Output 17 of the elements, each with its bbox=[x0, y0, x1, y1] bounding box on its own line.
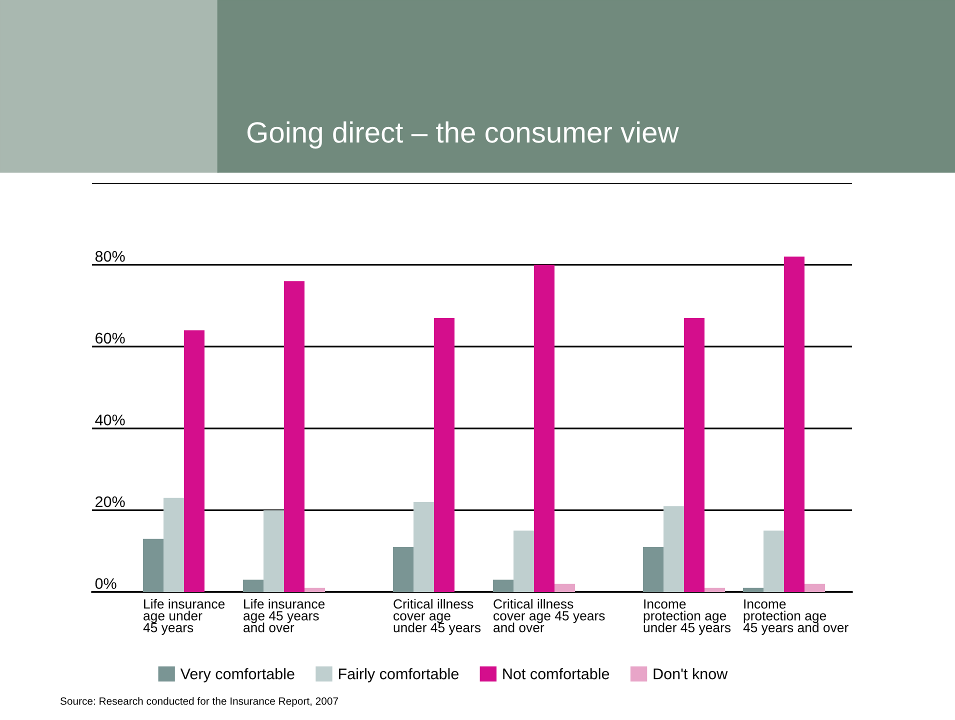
x-tick-label: Income protection age 45 years and over bbox=[743, 599, 848, 635]
x-tick-label: Critical illness cover age 45 years and over bbox=[494, 598, 605, 632]
legend-label: Not comfortable bbox=[503, 668, 610, 680]
y-tick-label: 0% bbox=[95, 578, 116, 589]
y-tick-label: 20% bbox=[96, 496, 125, 508]
legend-label: Very comfortable bbox=[180, 668, 294, 682]
x-tick-label: Income protection age under 45 years bbox=[644, 599, 731, 635]
legend-label: Fairly comfortable bbox=[339, 668, 458, 682]
y-tick-label: 80% bbox=[95, 250, 125, 262]
source-note: Source: Research conducted for the Insurance Report, 2007 bbox=[60, 697, 338, 707]
x-tick-label: Life insurance age 45 years and over bbox=[244, 598, 325, 632]
y-tick-label: 40% bbox=[95, 414, 125, 426]
x-tick-label: Life insurance age under 45 years bbox=[143, 598, 225, 635]
legend-label: Don't know bbox=[654, 668, 728, 680]
x-tick-label: Critical illness cover age under 45 years bbox=[394, 598, 481, 635]
chart-title: Going direct – the consumer view bbox=[247, 121, 679, 149]
y-tick-label: 60% bbox=[96, 332, 125, 344]
